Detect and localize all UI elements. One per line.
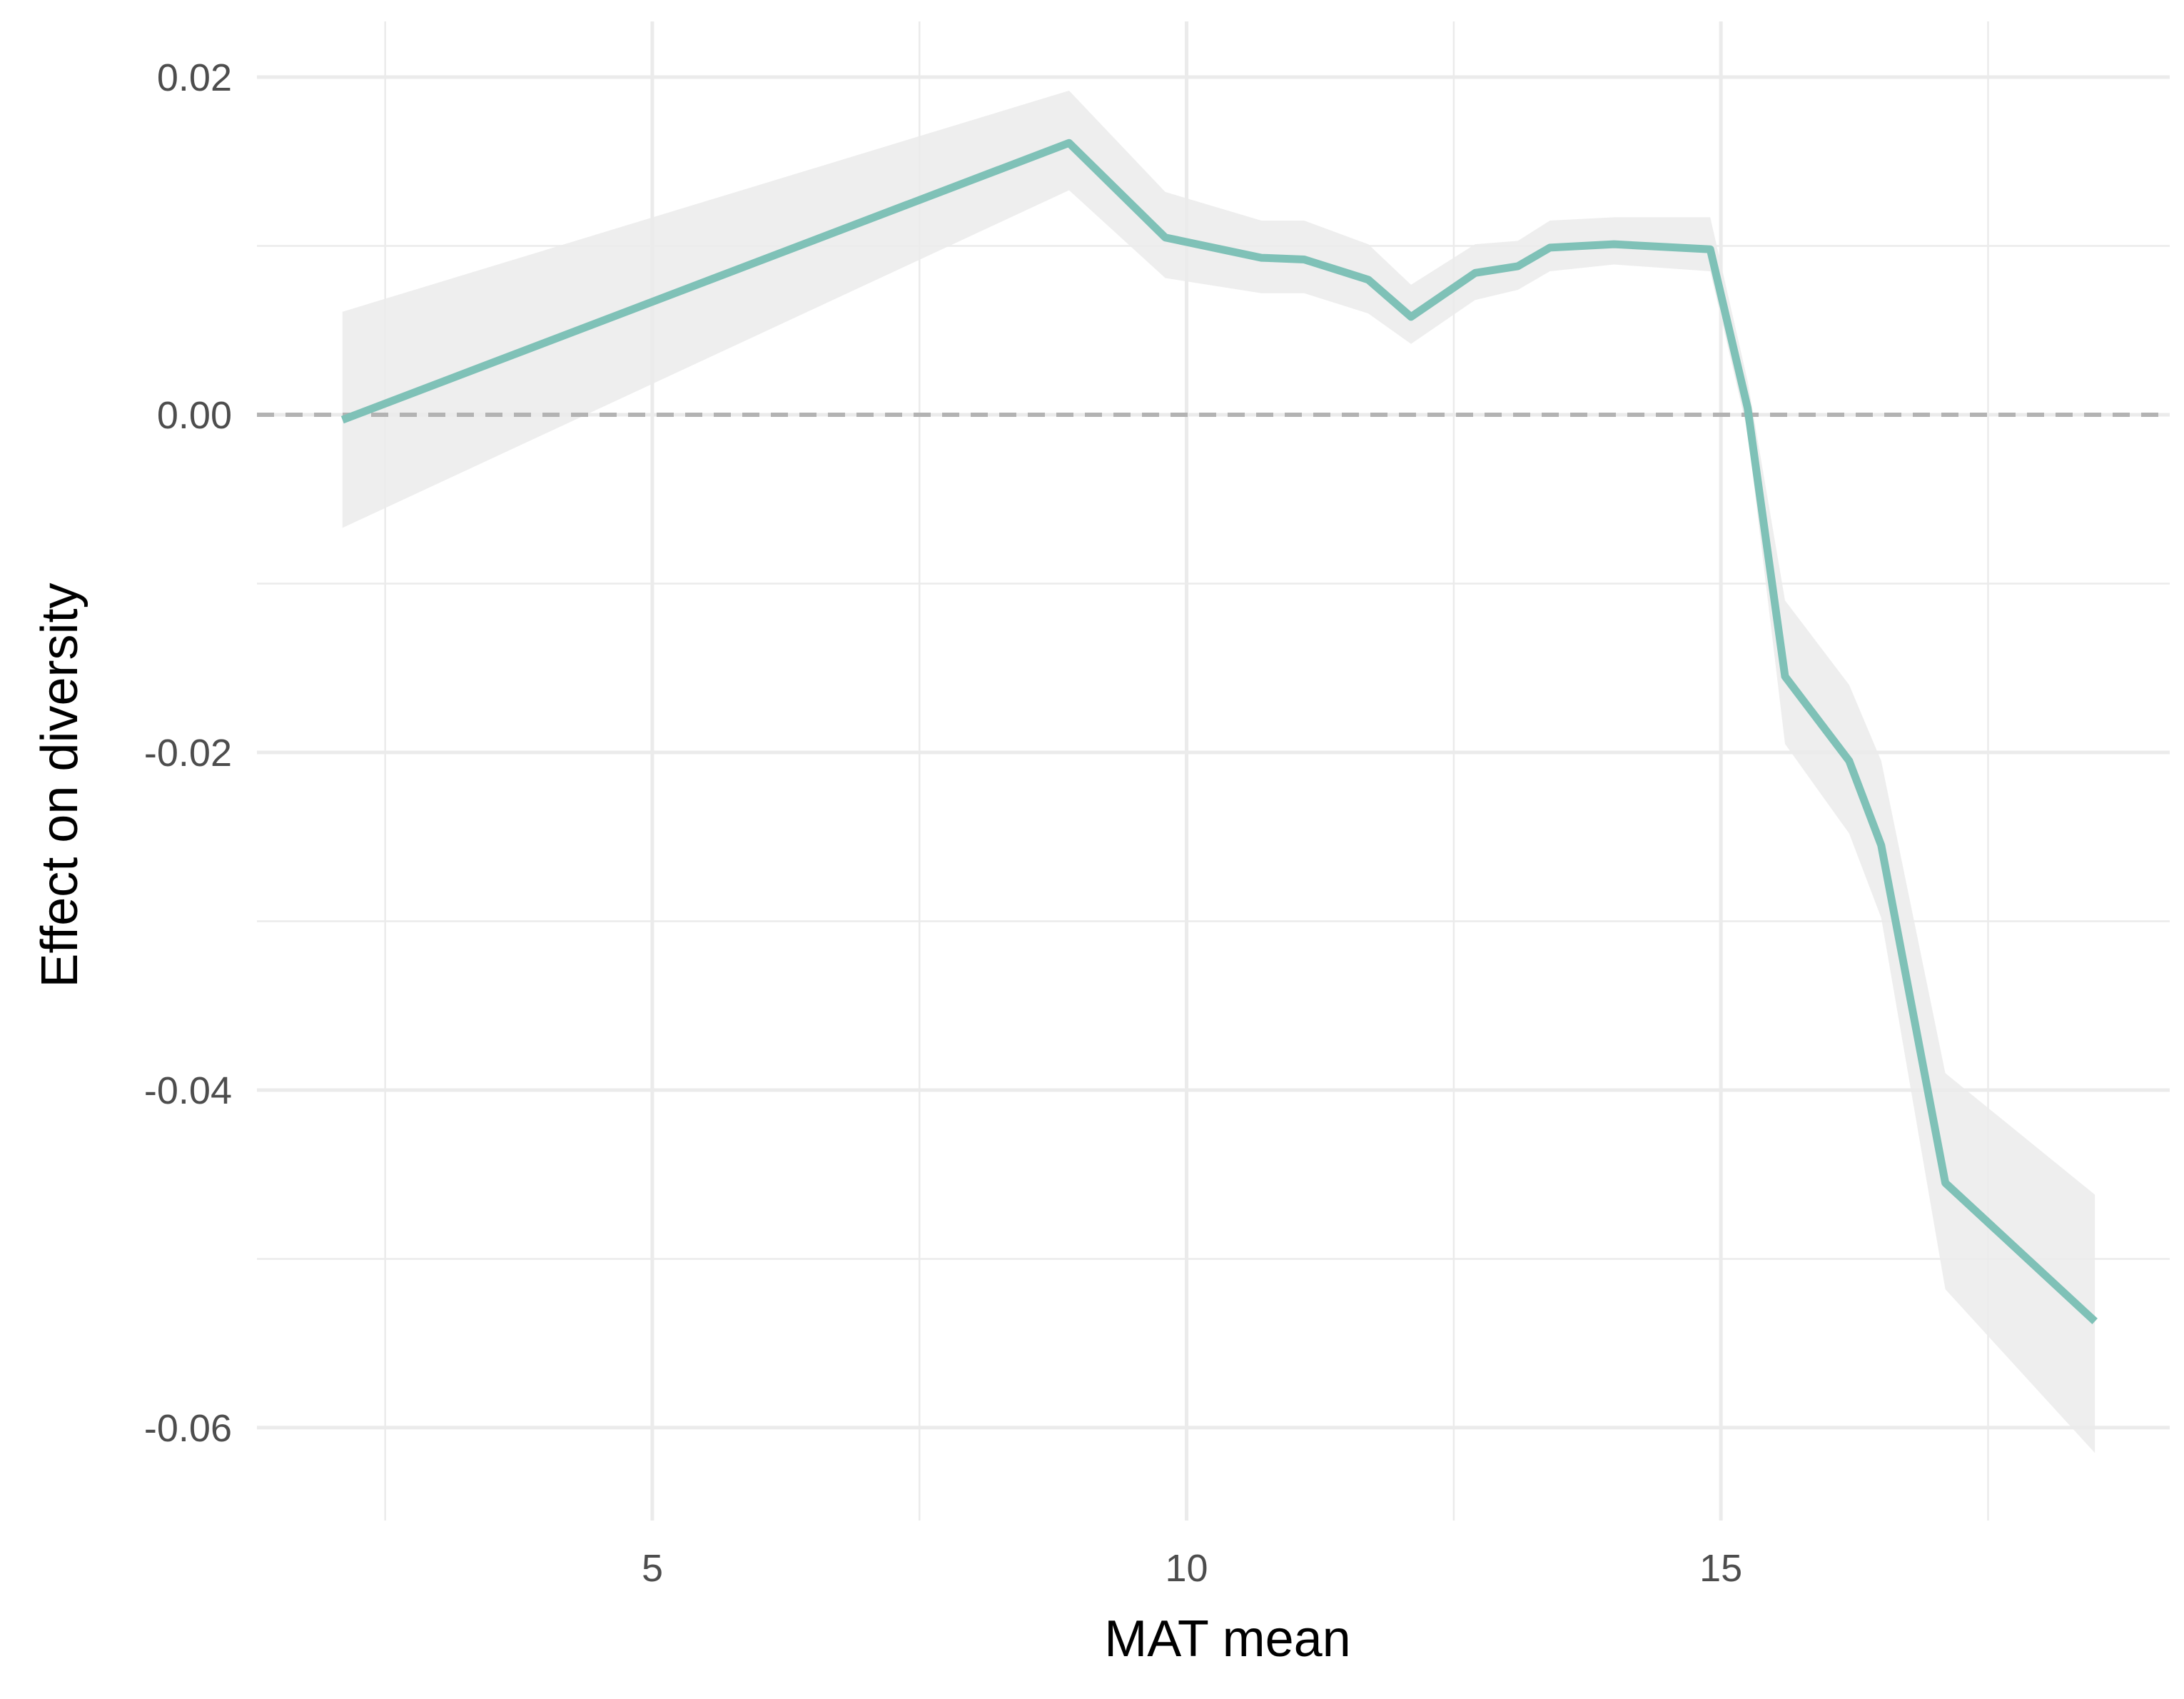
series-line xyxy=(340,138,2098,1324)
x-tick-label: 5 xyxy=(642,1547,663,1590)
y-tick-labels: -0.06 -0.04 -0.02 0.00 0.02 xyxy=(144,56,232,1450)
y-tick-label: -0.04 xyxy=(144,1069,232,1112)
confidence-ribbon xyxy=(342,90,2095,1453)
y-tick-label: 0.02 xyxy=(157,56,232,99)
y-tick-label: 0.00 xyxy=(157,394,232,437)
x-axis-title: MAT mean xyxy=(1104,1610,1350,1668)
x-tick-label: 15 xyxy=(1699,1547,1742,1590)
y-tick-label: -0.02 xyxy=(144,732,232,775)
y-tick-label: -0.06 xyxy=(144,1407,232,1450)
y-axis-title: Effect on diversity xyxy=(31,583,89,988)
x-tick-labels: 5 10 15 xyxy=(642,1547,1742,1590)
x-tick-label: 10 xyxy=(1166,1547,1208,1590)
